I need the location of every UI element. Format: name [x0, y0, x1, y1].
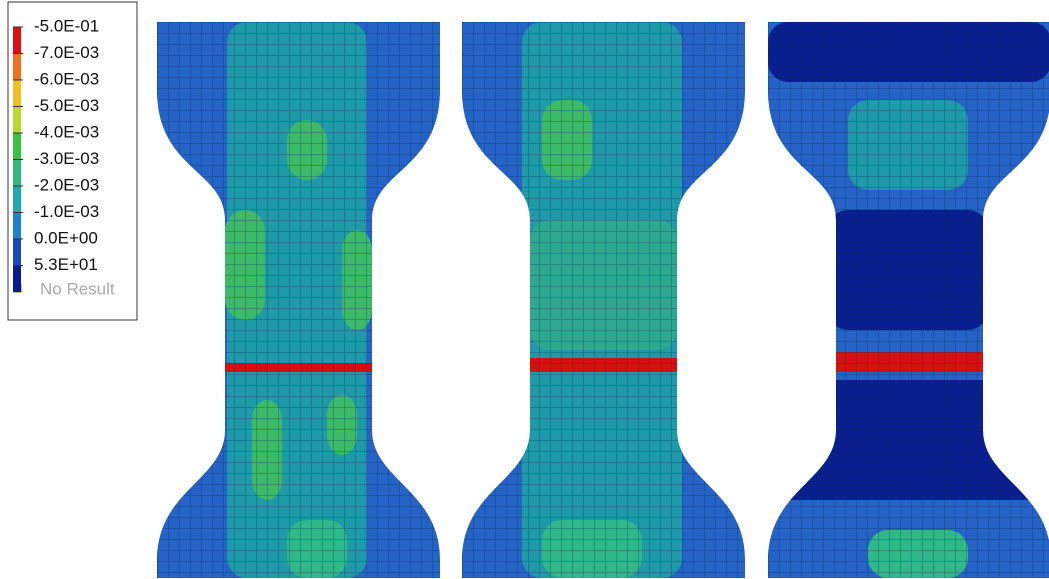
legend-label: -3.0E-03	[34, 149, 99, 168]
specimen	[768, 22, 1049, 578]
legend-swatch	[13, 159, 21, 186]
legend-label: -5.0E-01	[34, 16, 99, 35]
mesh	[462, 22, 745, 578]
legend: -5.0E-01 -7.0E-03 -6.0E-03 -5.0E-03 -4.0E-03…	[13, 16, 99, 292]
legend-label: 5.3E+01	[34, 255, 98, 274]
legend-swatch	[13, 53, 21, 80]
legend-swatch	[13, 239, 21, 266]
legend-label: -4.0E-03	[34, 122, 99, 141]
legend-label: 0.0E+00	[34, 228, 98, 247]
mesh	[157, 22, 440, 578]
legend-label: -6.0E-03	[34, 69, 99, 88]
mesh	[768, 22, 1049, 578]
legend-swatch	[13, 106, 21, 133]
legend-swatch	[13, 27, 21, 54]
legend-label: -2.0E-03	[34, 175, 99, 194]
legend-label: -1.0E-03	[34, 202, 99, 221]
legend-label: -5.0E-03	[34, 96, 99, 115]
legend-label: -7.0E-03	[34, 43, 99, 62]
legend-swatch	[13, 265, 21, 292]
legend-swatch	[13, 186, 21, 213]
specimens	[157, 22, 1049, 578]
legend-swatch	[13, 80, 21, 107]
legend-swatch	[13, 133, 21, 160]
legend-box	[7, 1, 138, 321]
specimen	[462, 22, 745, 578]
legend-no-result: No Result	[40, 279, 115, 298]
legend-swatch	[13, 212, 21, 239]
specimen	[157, 22, 440, 578]
